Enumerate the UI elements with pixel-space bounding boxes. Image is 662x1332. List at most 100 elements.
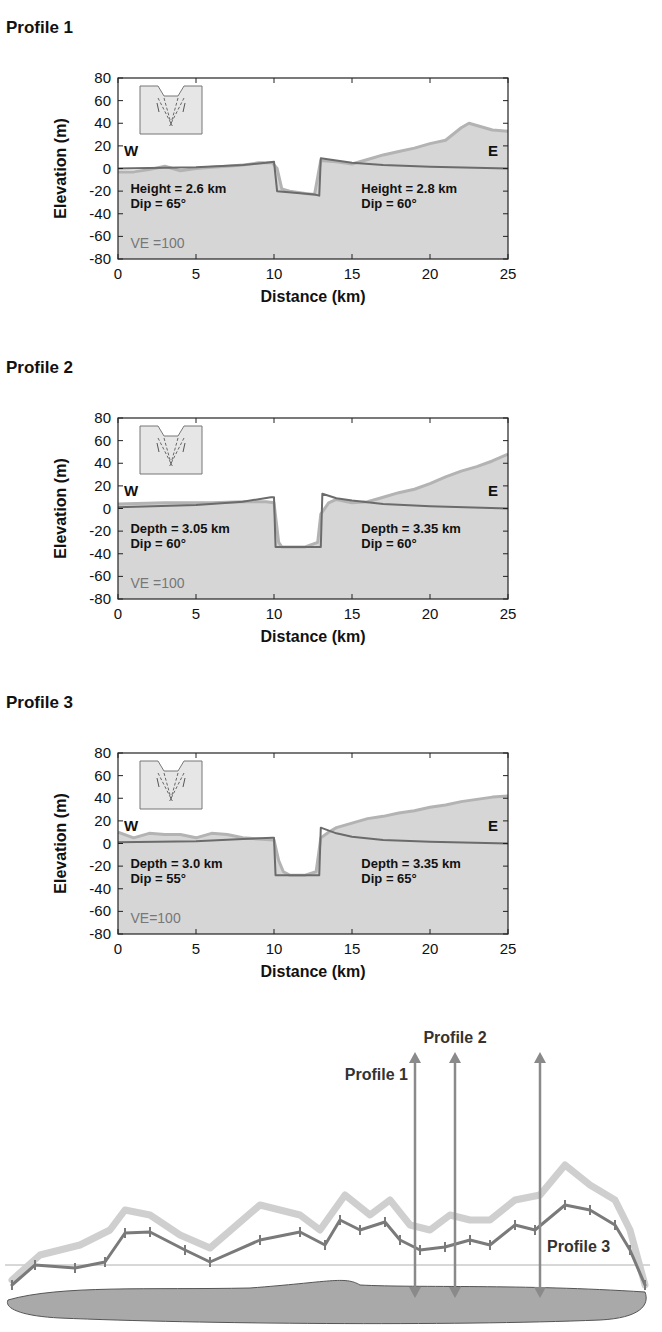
y-tick <box>118 485 123 486</box>
x-tick <box>352 929 353 934</box>
y-tick <box>118 508 123 509</box>
y-tick-label: 40 <box>94 114 111 131</box>
strike-marker <box>534 1225 536 1235</box>
x-tick <box>196 594 197 599</box>
x-tick <box>508 594 509 599</box>
strike-marker <box>564 1200 566 1210</box>
profile-panel: 0510152025-80-60-40-20020406080Distance … <box>6 693 516 980</box>
east-label: E <box>488 817 498 834</box>
x-tick-label: 0 <box>114 605 122 622</box>
plot-area <box>118 454 508 599</box>
strike-marker <box>444 1242 446 1252</box>
profile-label: Profile 2 <box>423 1029 486 1046</box>
y-axis-title: Elevation (m) <box>52 118 69 218</box>
inset-fault <box>170 438 178 466</box>
y-tick <box>503 531 508 532</box>
y-tick-label: -60 <box>89 902 111 919</box>
strike-marker <box>359 1225 361 1235</box>
y-tick <box>503 236 508 237</box>
strike-marker <box>34 1260 36 1270</box>
x-tick-label: 10 <box>266 605 283 622</box>
y-tick <box>503 145 508 146</box>
strike-marker <box>489 1240 491 1250</box>
y-tick-label: 0 <box>103 835 111 852</box>
y-tick <box>118 418 123 419</box>
x-tick-label: 10 <box>266 265 283 282</box>
y-tick <box>118 866 123 867</box>
y-tick <box>118 78 123 79</box>
x-axis-title: Distance (km) <box>261 628 366 645</box>
topography-area <box>118 454 508 599</box>
plot-area <box>118 796 508 934</box>
x-tick <box>118 753 119 758</box>
y-tick <box>118 440 123 441</box>
y-tick <box>118 145 123 146</box>
x-tick <box>352 254 353 259</box>
strike-marker <box>209 1257 211 1267</box>
fault-annotation: Dip = 65° <box>361 871 416 886</box>
arrow-head <box>449 1287 461 1298</box>
y-tick-label: 0 <box>103 500 111 517</box>
plot-frame <box>118 418 508 599</box>
y-tick <box>503 168 508 169</box>
y-axis-title: Elevation (m) <box>52 458 69 558</box>
west-label: W <box>124 482 139 499</box>
inset-fault <box>170 773 184 801</box>
east-label: E <box>488 482 498 499</box>
x-tick-label: 10 <box>266 940 283 957</box>
strike-marker <box>629 1245 631 1255</box>
x-tick <box>118 254 119 259</box>
strike-marker <box>384 1217 386 1227</box>
y-tick <box>503 440 508 441</box>
panel-title: Profile 2 <box>6 358 73 377</box>
y-axis-title: Elevation (m) <box>52 793 69 893</box>
x-tick <box>196 418 197 423</box>
fault-annotation: Height = 2.8 km <box>361 181 457 196</box>
topography-area <box>118 796 508 934</box>
y-tick <box>118 934 123 935</box>
y-tick-label: -20 <box>89 182 111 199</box>
east-label: E <box>488 142 498 159</box>
inset-fault <box>158 773 172 801</box>
x-tick <box>274 418 275 423</box>
ve-label: VE =100 <box>130 235 184 251</box>
ve-label: VE=100 <box>130 910 180 926</box>
y-tick-label: -80 <box>89 250 111 267</box>
y-tick <box>503 463 508 464</box>
strike-marker <box>11 1280 13 1290</box>
y-tick <box>118 463 123 464</box>
plot-area <box>12 1165 645 1290</box>
x-tick <box>508 254 509 259</box>
y-tick <box>503 753 508 754</box>
x-axis-title: Distance (km) <box>261 288 366 305</box>
x-tick-label: 5 <box>192 940 200 957</box>
y-tick-label: 80 <box>94 69 111 86</box>
strike-marker <box>339 1215 341 1225</box>
y-tick <box>118 888 123 889</box>
y-tick <box>503 508 508 509</box>
y-tick <box>503 576 508 577</box>
x-tick <box>274 594 275 599</box>
profile-arrow <box>454 1060 457 1290</box>
x-tick <box>352 753 353 758</box>
y-tick <box>503 553 508 554</box>
inset-fault <box>170 98 184 126</box>
y-tick-label: -60 <box>89 227 111 244</box>
x-tick <box>118 929 119 934</box>
y-tick <box>503 259 508 260</box>
x-tick <box>118 78 119 83</box>
y-tick <box>118 100 123 101</box>
arrow-head <box>409 1287 421 1298</box>
strike-marker <box>419 1245 421 1255</box>
x-tick-label: 5 <box>192 605 200 622</box>
ve-label: VE =100 <box>130 575 184 591</box>
y-tick <box>118 531 123 532</box>
inset-fault <box>164 98 172 126</box>
x-tick <box>508 78 509 83</box>
inset-fault <box>170 438 184 466</box>
y-tick <box>503 599 508 600</box>
strike-marker <box>399 1235 401 1245</box>
y-tick-label: -40 <box>89 205 111 222</box>
panel-title: Profile 1 <box>6 18 73 37</box>
y-tick <box>503 843 508 844</box>
